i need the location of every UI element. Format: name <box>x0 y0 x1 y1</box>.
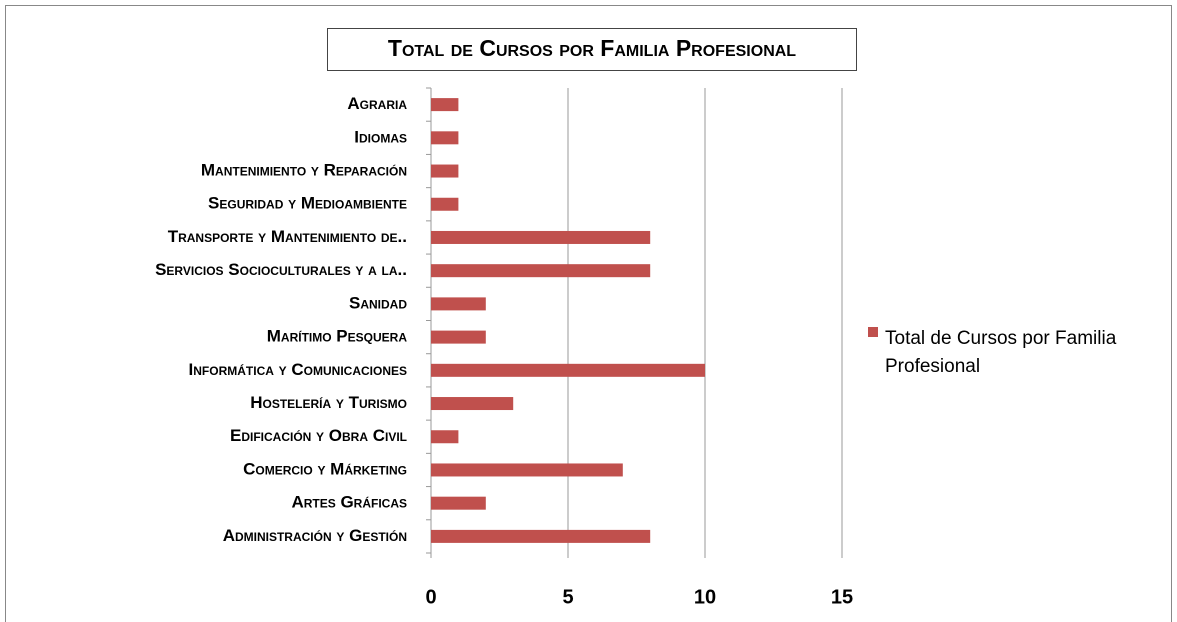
chart-frame <box>5 5 1172 622</box>
bar <box>431 330 486 344</box>
y-tick-label: Hostelería y Turismo <box>250 393 407 412</box>
bar <box>431 197 459 211</box>
y-tick-label: Mantenimiento y Reparación <box>201 161 407 180</box>
bar <box>431 164 459 178</box>
y-tick-label: Edificación y Obra Civil <box>230 426 407 445</box>
y-tick-label: Sanidad <box>349 293 407 312</box>
x-tick-label: 10 <box>694 586 716 608</box>
bar <box>431 363 705 377</box>
bar <box>431 496 486 510</box>
title-box <box>327 28 857 71</box>
y-tick-label: Administración y Gestión <box>223 526 407 545</box>
bar <box>431 463 623 477</box>
bar <box>431 529 651 543</box>
y-tick-label: Idiomas <box>354 127 407 146</box>
bar <box>431 397 514 411</box>
y-tick-label: Servicios Socioculturales y a la.. <box>155 260 407 279</box>
y-tick-label: Informática y Comunicaciones <box>189 360 407 379</box>
legend-swatch <box>868 327 878 337</box>
bar <box>431 230 651 244</box>
x-tick-label: 5 <box>562 586 573 608</box>
x-tick-label: 15 <box>831 586 853 608</box>
y-tick-label: Comercio y Márketing <box>243 459 407 478</box>
bar <box>431 430 459 444</box>
legend-label: Total de Cursos por Familia Profesional <box>885 328 1117 377</box>
y-tick-label: Transporte y Mantenimiento de.. <box>168 227 407 246</box>
y-tick-label: Agraria <box>347 94 407 113</box>
y-tick-label: Marítimo Pesquera <box>267 327 408 346</box>
bar <box>431 297 486 311</box>
bar <box>431 131 459 145</box>
x-tick-label: 0 <box>425 586 436 608</box>
bar <box>431 264 651 278</box>
y-tick-label: Artes Gráficas <box>291 493 407 512</box>
y-tick-label: Seguridad y Medioambiente <box>208 194 407 213</box>
bar <box>431 98 459 112</box>
chart-title: Total de Cursos por Familia Profesional <box>388 35 796 61</box>
